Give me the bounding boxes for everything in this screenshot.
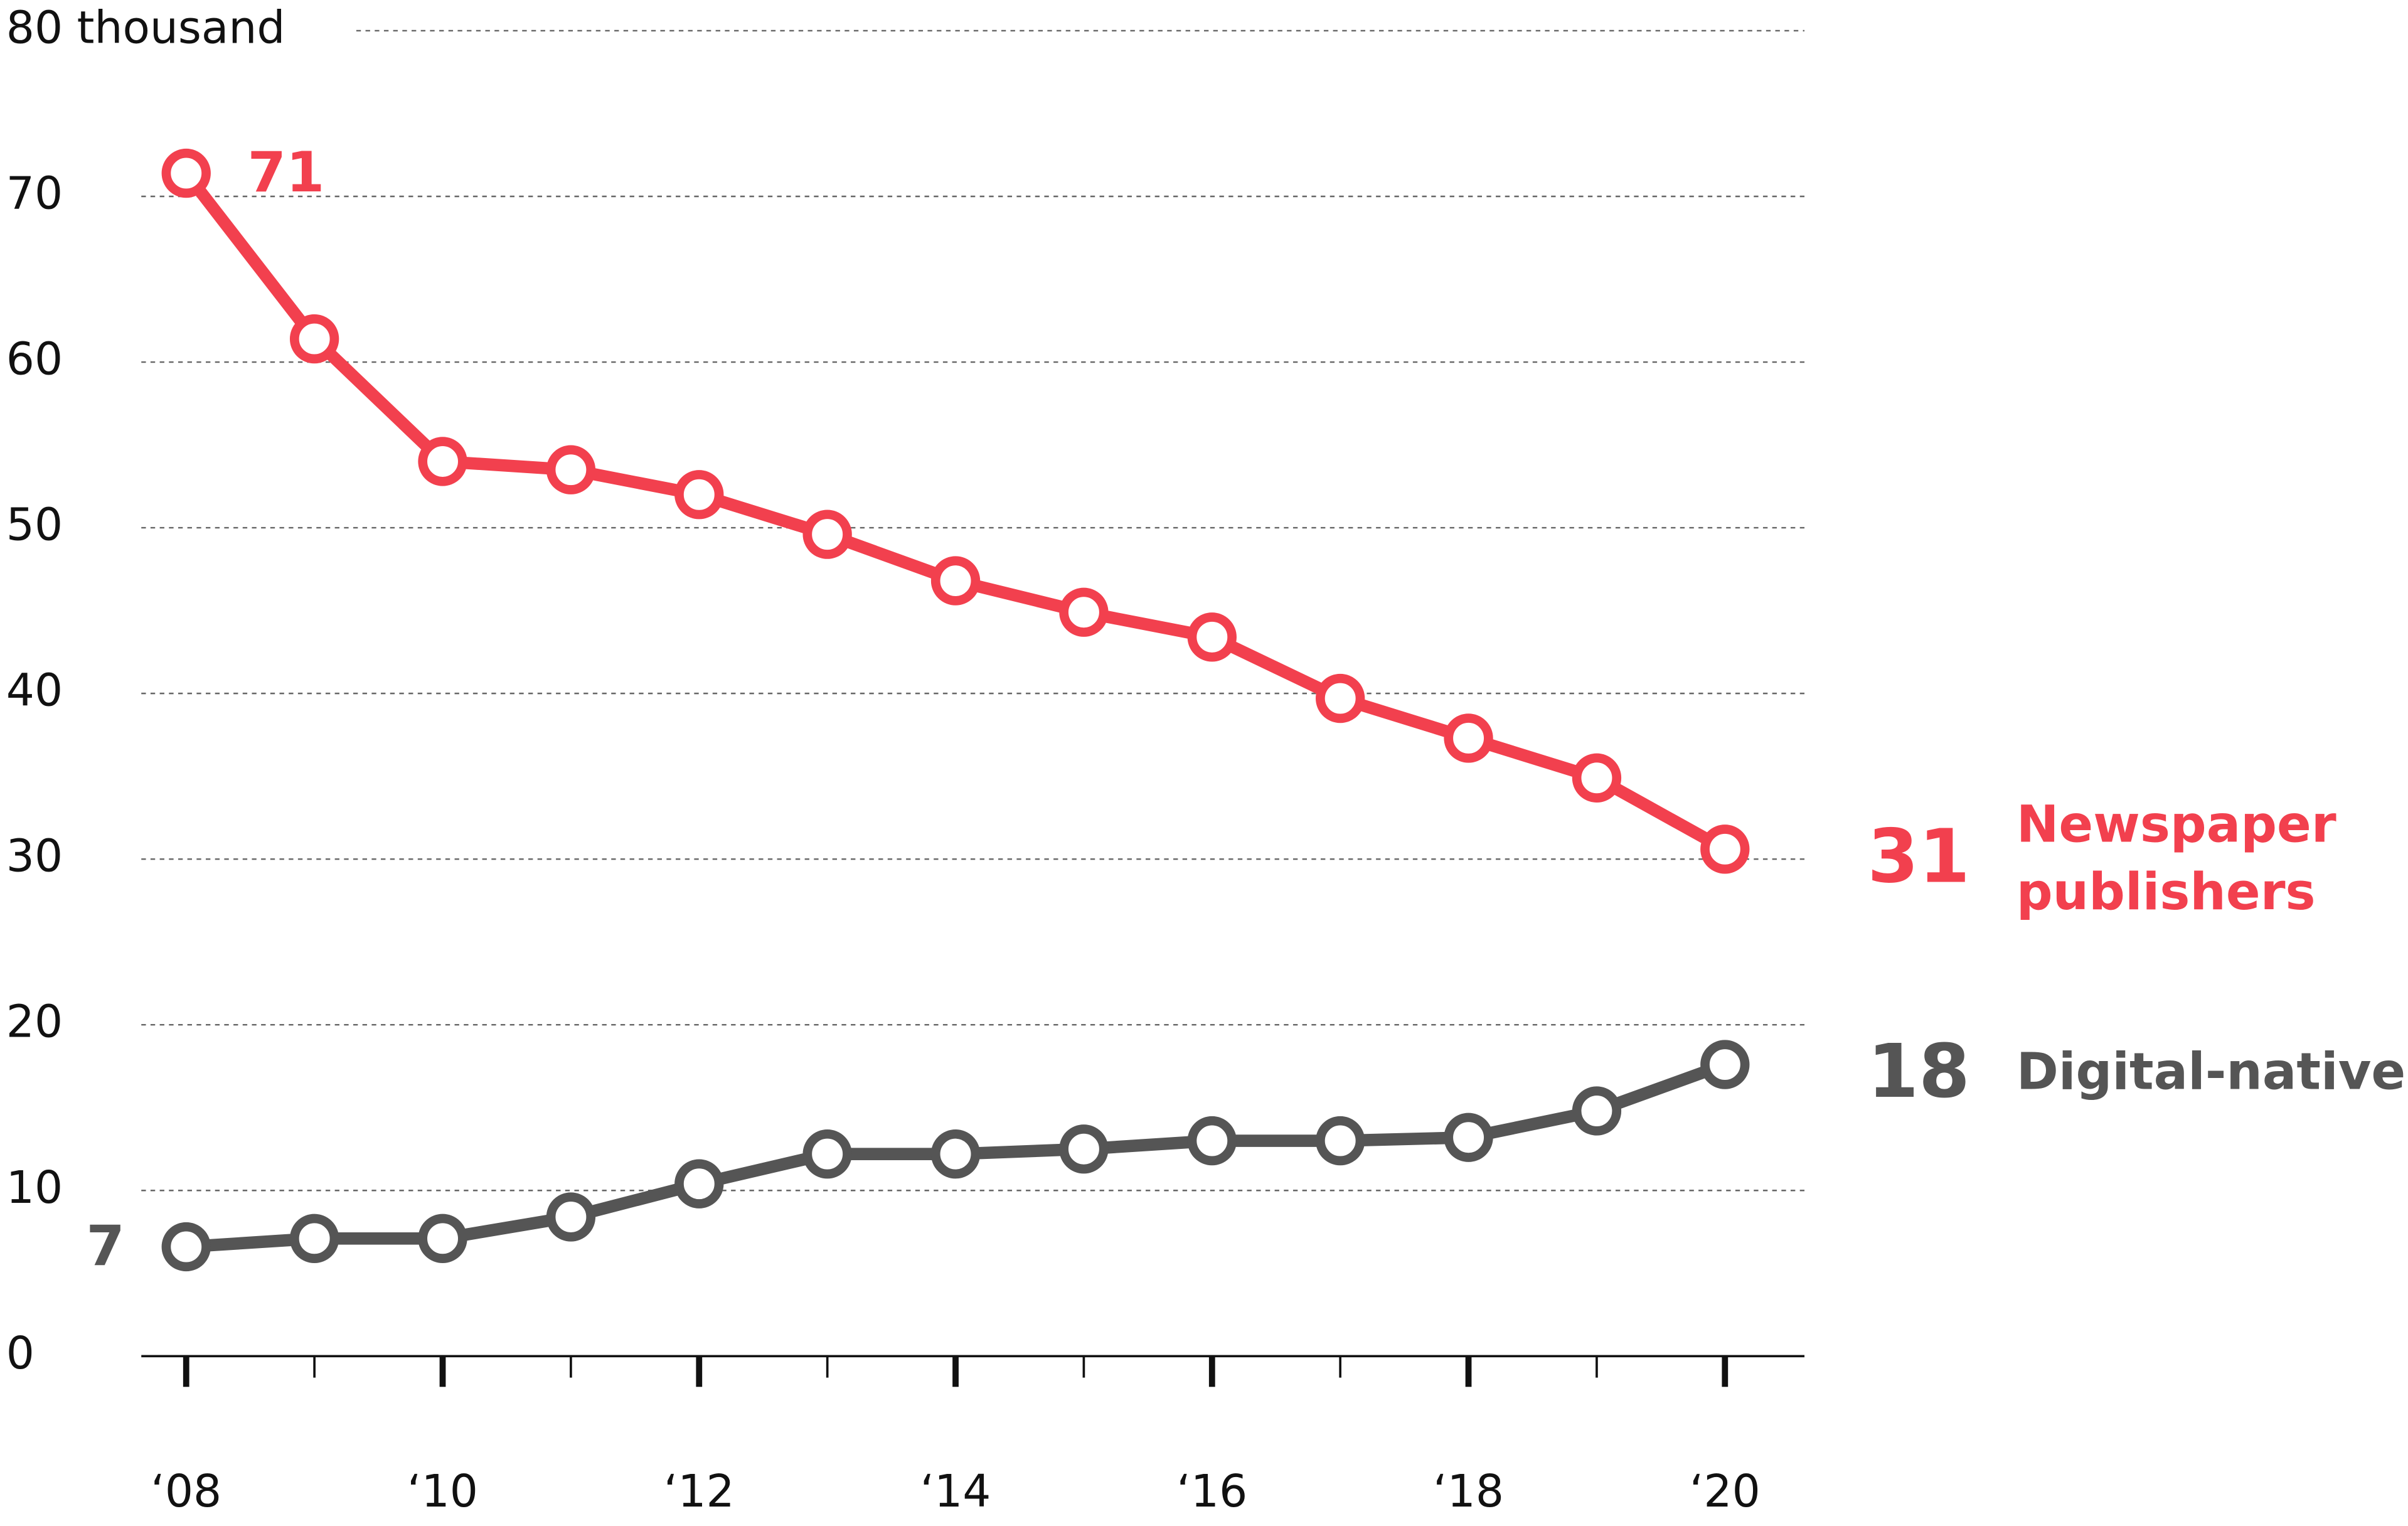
point [1572, 753, 1622, 803]
point [674, 1159, 724, 1209]
point [1187, 1116, 1237, 1166]
point [1444, 1112, 1493, 1162]
value-label: 7 [87, 1214, 125, 1278]
x-tick-label: ‘08 [151, 1465, 221, 1517]
x-tick-label: ‘10 [407, 1465, 478, 1517]
point [418, 437, 467, 486]
x-tick-label: ‘16 [1176, 1465, 1247, 1517]
point [161, 148, 211, 198]
point [546, 1192, 596, 1242]
y-tick-label: 30 [6, 830, 63, 882]
point [289, 1214, 339, 1263]
point [1187, 612, 1237, 662]
point [418, 1214, 467, 1263]
x-tick-label: ‘20 [1690, 1465, 1761, 1517]
series-name: Digital-native [2016, 1041, 2406, 1101]
point [1700, 1040, 1750, 1089]
y-tick-label: 80 thousand [6, 1, 285, 53]
point [289, 314, 339, 364]
y-tick-label: 70 [6, 168, 63, 220]
end-value-label: 18 [1867, 1028, 1969, 1114]
value-label: 71 [248, 140, 325, 205]
legend-entry: Digital-native [2016, 1041, 2406, 1101]
y-tick-label: 60 [6, 333, 63, 385]
point [1316, 1116, 1365, 1166]
point [1444, 713, 1493, 763]
series-line [181, 169, 1729, 855]
y-tick-label: 0 [6, 1327, 35, 1379]
end-value-label: 31 [1867, 813, 1969, 899]
x-tick-label: ‘14 [920, 1465, 991, 1517]
point [546, 445, 596, 494]
y-tick-label: 50 [6, 499, 63, 551]
point [1059, 1124, 1109, 1174]
point [1059, 587, 1109, 637]
legend-entry: Newspaper publishers [2016, 794, 2336, 921]
x-tick-label: ‘12 [664, 1465, 735, 1517]
point [1316, 673, 1365, 723]
y-tick-label: 40 [6, 664, 63, 717]
point [930, 556, 981, 606]
point [674, 470, 724, 520]
point [930, 1129, 981, 1179]
point [1700, 824, 1750, 874]
point [1572, 1086, 1622, 1136]
y-tick-label: 10 [6, 1161, 63, 1214]
y-tick-label: 20 [6, 996, 63, 1048]
point [161, 1222, 211, 1272]
series-name: Newspaper publishers [2016, 794, 2336, 921]
point [802, 1129, 852, 1179]
point [802, 510, 852, 559]
x-tick-label: ‘18 [1433, 1465, 1504, 1517]
